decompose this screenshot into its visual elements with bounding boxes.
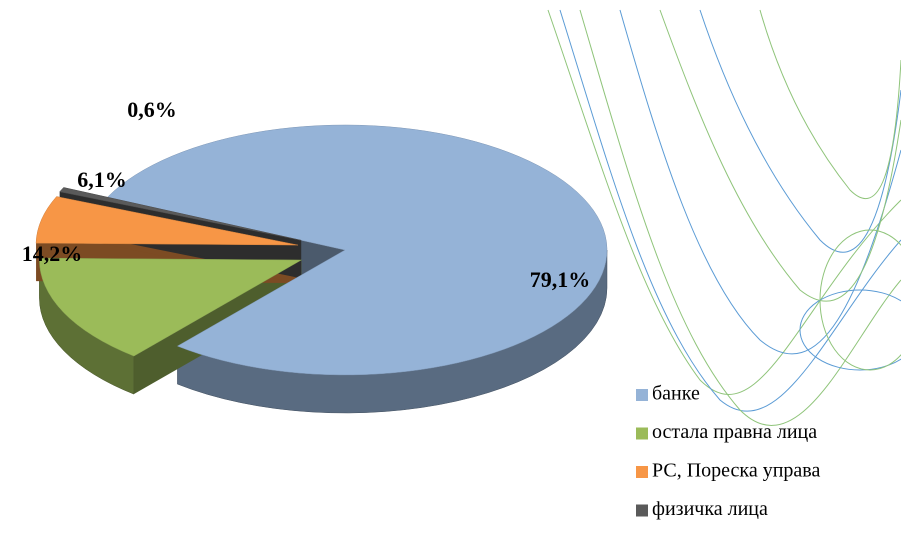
deco-line [799, 289, 901, 371]
legend-label: остала правна лица [652, 421, 817, 443]
legend-label: физичка лица [652, 498, 768, 520]
legend-swatch [636, 466, 648, 478]
slice [59, 187, 302, 241]
legend-label: банке [652, 383, 700, 405]
slice [39, 257, 303, 357]
slice [35, 196, 299, 246]
deco-line [559, 9, 901, 412]
deco-line [579, 9, 901, 426]
deco-line [699, 9, 901, 253]
legend-label: РС, Пореска управа [652, 460, 820, 482]
deco-line [659, 9, 901, 302]
legend-swatch [636, 389, 648, 401]
deco-line [547, 9, 901, 395]
data-label: 6,1% [77, 167, 127, 192]
legend-swatch [636, 504, 648, 517]
legend-swatch [636, 427, 648, 440]
deco-line [619, 9, 901, 355]
data-label: 14,2% [22, 241, 83, 266]
background-decoration [547, 9, 901, 426]
slice [107, 124, 608, 376]
deco-line [819, 229, 901, 371]
deco-line [759, 9, 901, 200]
data-label: 79,1% [530, 267, 591, 292]
data-label: 0,6% [127, 97, 177, 122]
